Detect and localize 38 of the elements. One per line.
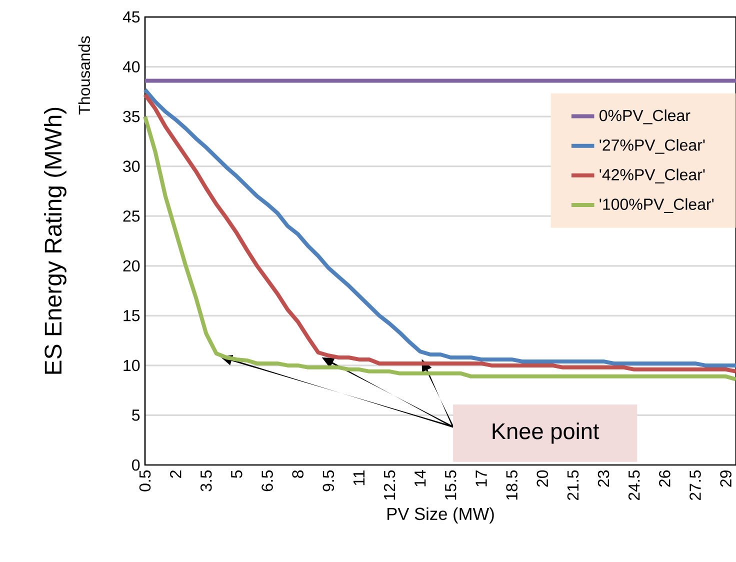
x-tick-label: 0.5 [139, 470, 151, 492]
legend-label: '42%PV_Clear' [600, 168, 705, 184]
x-tick-label: 8 [292, 470, 304, 478]
y-tick-label: 10 [124, 360, 140, 372]
y-tick-label: 5 [132, 410, 140, 421]
x-tick-label: 12.5 [384, 470, 396, 500]
x-tick-label: 11 [353, 470, 364, 486]
x-tick-label: 14 [414, 470, 426, 486]
x-tick-label: 2 [170, 470, 182, 478]
y-tick-label: 20 [123, 260, 140, 272]
x-tick-label: 5 [231, 470, 242, 478]
x-axis-title: PV Size (MW) [388, 507, 494, 524]
y-tick-label: 45 [122, 11, 140, 23]
x-tick-label: 29 [720, 470, 732, 487]
x-tick-label: 9.5 [322, 470, 334, 492]
y-tick-label: 25 [123, 210, 140, 222]
y-axis-title: ES Energy Rating (MWh) [44, 108, 66, 374]
x-tick-label: 23 [598, 470, 610, 487]
legend-label: '27%PV_Clear' [600, 139, 705, 154]
y-tick-label: 30 [123, 160, 140, 172]
x-tick-label: 21.5 [567, 470, 579, 500]
x-tick-label: 6.5 [262, 470, 273, 492]
y-tick-label: 35 [123, 110, 140, 122]
y-tick-label: 15 [124, 310, 140, 322]
x-tick-label: 24.5 [628, 470, 640, 500]
x-tick-label: 27.5 [690, 470, 701, 500]
annotation: Knee point [492, 422, 600, 444]
y-tick-label: 40 [122, 61, 140, 72]
y-tick-label: 0 [132, 459, 140, 471]
x-tick-label: 26 [659, 470, 670, 487]
x-tick-label: 17 [476, 470, 487, 486]
legend-label: 0%PV_Clear [600, 109, 690, 124]
x-tick-label: 18.5 [506, 470, 518, 500]
text: Thousands [78, 36, 90, 114]
legend-label: '100%PV_Clear' [600, 198, 714, 213]
x-tick-label: 15.5 [445, 470, 456, 500]
x-tick-label: 3.5 [200, 470, 212, 492]
x-tick-label: 20 [536, 470, 548, 487]
